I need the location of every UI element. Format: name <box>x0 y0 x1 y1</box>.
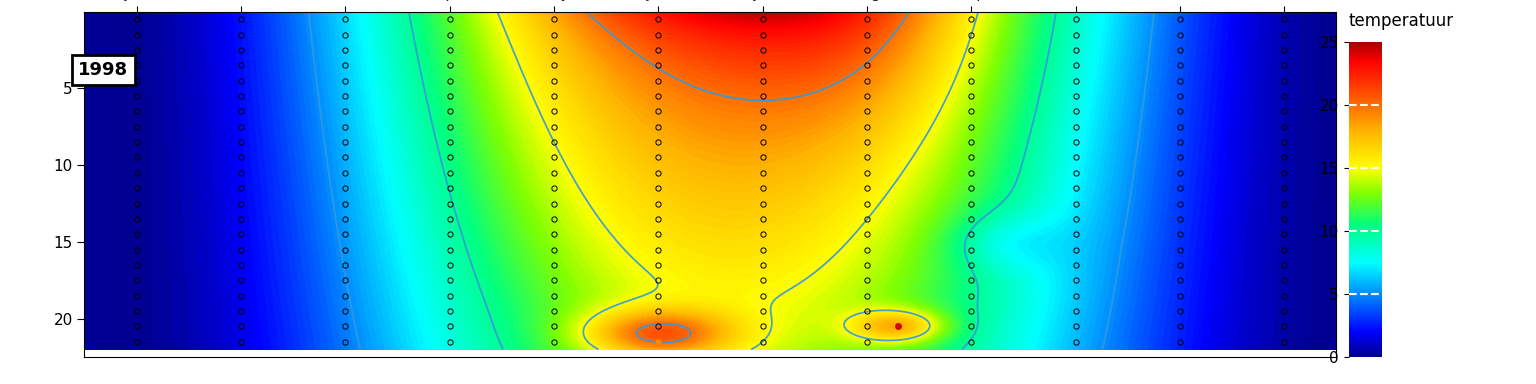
Text: 1998: 1998 <box>78 61 129 79</box>
Text: temperatuur: temperatuur <box>1349 12 1453 30</box>
